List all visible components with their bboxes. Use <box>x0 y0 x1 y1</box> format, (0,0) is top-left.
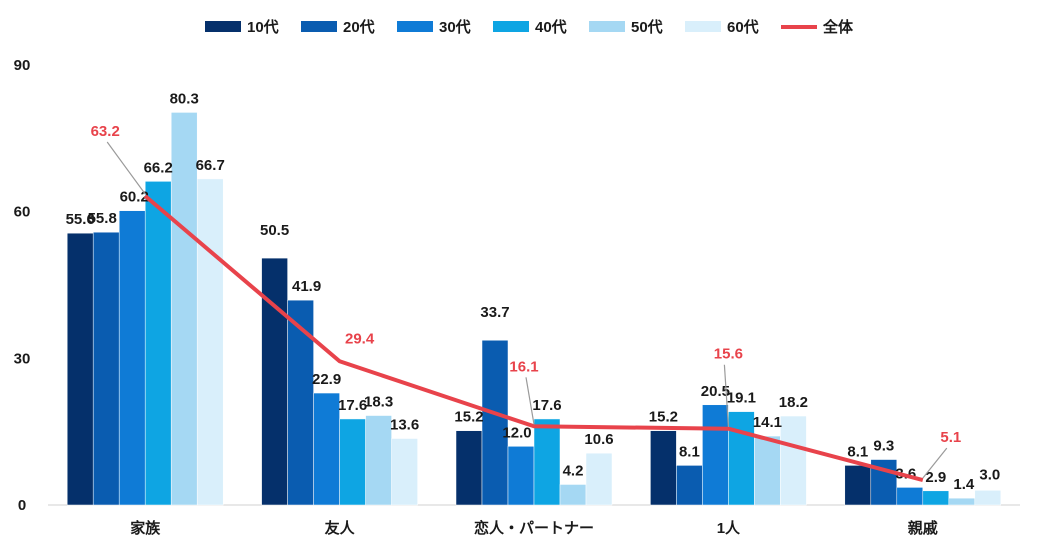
bar-data-label: 13.6 <box>390 417 419 434</box>
x-category-label: 恋人・パートナー <box>474 519 594 537</box>
bar-data-label: 80.3 <box>170 90 199 107</box>
bar-5-4 <box>754 435 781 506</box>
bar-3-5 <box>896 487 924 506</box>
legend-swatch-5 <box>589 21 625 32</box>
bar-data-label: 66.2 <box>144 159 173 176</box>
bar-5-3 <box>559 484 587 506</box>
total-data-label: 29.4 <box>345 330 375 347</box>
bar-3-2 <box>313 392 340 506</box>
legend-label: 30代 <box>439 18 471 36</box>
total-data-label: 16.1 <box>509 358 538 375</box>
total-data-label: 15.6 <box>714 346 743 363</box>
legend-label: 50代 <box>631 18 663 36</box>
bar-data-label: 10.6 <box>584 431 613 448</box>
x-category-label: 親戚 <box>908 519 938 537</box>
bar-data-label: 22.9 <box>312 371 341 388</box>
y-tick-label: 0 <box>18 497 26 514</box>
bar-data-label: 15.2 <box>649 409 678 426</box>
legend-label: 20代 <box>343 18 375 36</box>
x-category-label: 家族 <box>130 519 161 537</box>
legend-label: 40代 <box>535 18 567 36</box>
legend-label: 10代 <box>247 18 279 36</box>
bar-data-label: 55.8 <box>88 210 117 227</box>
total-line <box>143 194 924 483</box>
bar-3-1 <box>118 210 146 506</box>
bar-data-label: 18.3 <box>364 394 393 411</box>
bar-3-3 <box>507 446 535 506</box>
bar-4-2 <box>339 418 366 506</box>
bar-data-label: 50.5 <box>260 222 289 239</box>
total-data-label: 5.1 <box>940 429 961 446</box>
bar-data-label: 8.1 <box>847 443 868 460</box>
y-tick-label: 60 <box>14 204 31 221</box>
bar-data-label: 20.5 <box>701 383 730 400</box>
total-data-label: 63.2 <box>91 123 120 140</box>
bar-data-label: 33.7 <box>480 304 509 321</box>
bar-data-label: 66.7 <box>196 157 225 174</box>
bar-1-5 <box>844 465 872 506</box>
legend-swatch-1 <box>205 21 241 32</box>
y-tick-label: 90 <box>14 57 31 74</box>
x-category-label: 1人 <box>717 520 741 537</box>
bar-6-2 <box>391 438 418 506</box>
bar-data-label: 9.3 <box>873 438 894 455</box>
legend-swatch-2 <box>301 21 337 32</box>
bar-1-2 <box>261 257 288 506</box>
total-label-leader-line <box>723 364 729 427</box>
bar-5-1 <box>170 112 198 506</box>
total-label-leader-line <box>922 447 948 479</box>
legend-swatch-4 <box>493 21 529 32</box>
bar-2-2 <box>287 299 314 506</box>
bar-data-label: 8.1 <box>679 443 700 460</box>
bar-1-1 <box>66 232 94 506</box>
bar-data-label: 2.9 <box>925 469 946 486</box>
bar-data-label: 17.6 <box>532 397 561 414</box>
legend-label: 全体 <box>822 18 854 36</box>
bar-data-label: 3.0 <box>979 466 1000 483</box>
bar-1-4 <box>650 430 677 506</box>
total-label-leader-line <box>106 141 146 195</box>
bar-6-4 <box>780 415 807 506</box>
bar-data-label: 55.6 <box>66 211 95 228</box>
bar-data-label: 12.0 <box>502 424 531 441</box>
bar-3-4 <box>702 404 729 506</box>
bar-2-1 <box>92 231 120 506</box>
bar-4-1 <box>144 181 172 506</box>
x-category-label: 友人 <box>325 519 356 537</box>
bar-5-2 <box>365 415 392 506</box>
bar-data-label: 41.9 <box>292 278 321 295</box>
bar-2-4 <box>676 465 703 506</box>
bar-data-label: 60.2 <box>120 189 149 206</box>
bar-4-3 <box>533 418 561 506</box>
bar-data-label: 19.1 <box>727 390 756 407</box>
bar-6-5 <box>974 490 1002 506</box>
total-label-leader-line <box>525 377 535 425</box>
legend-label: 60代 <box>727 18 759 36</box>
y-tick-label: 30 <box>14 350 31 367</box>
bar-data-label: 14.1 <box>753 414 782 431</box>
bar-5-5 <box>948 497 976 506</box>
bar-6-1 <box>196 178 224 506</box>
bar-data-label: 15.2 <box>454 409 483 426</box>
bar-2-3 <box>481 339 509 506</box>
bar-1-3 <box>455 430 483 506</box>
bar-data-label: 18.2 <box>779 394 808 411</box>
legend-swatch-3 <box>397 21 433 32</box>
bar-data-label: 1.4 <box>953 476 975 493</box>
bar-data-label: 17.6 <box>338 397 367 414</box>
bar-4-5 <box>922 490 950 506</box>
bar-4-4 <box>728 411 755 506</box>
bar-data-label: 4.2 <box>563 462 584 479</box>
bar-6-3 <box>585 452 613 506</box>
legend-swatch-6 <box>685 21 721 32</box>
